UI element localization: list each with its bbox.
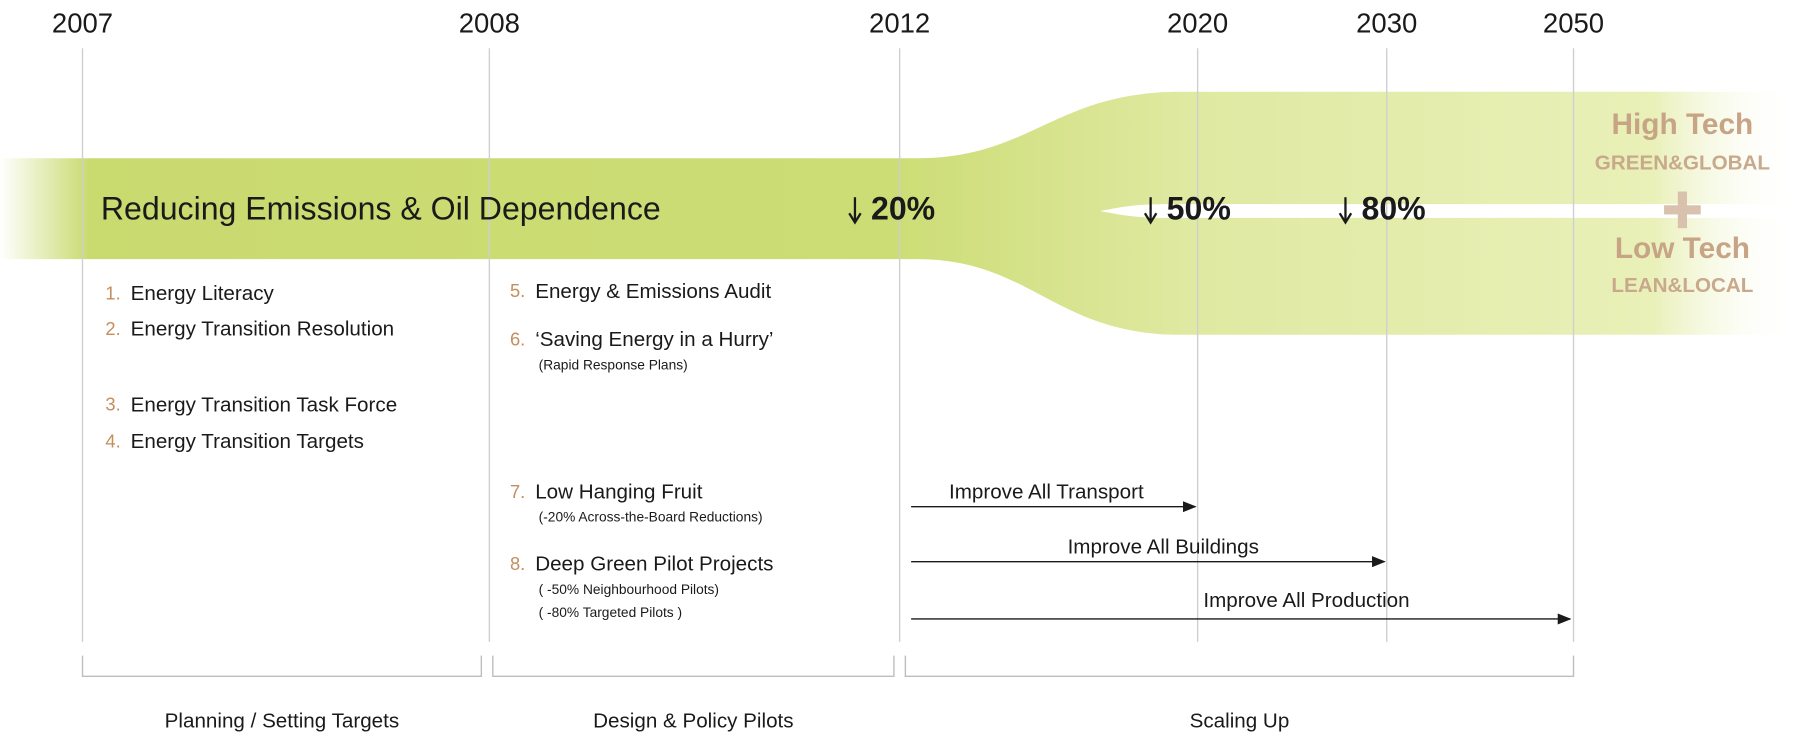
step-note: ( -80% Targeted Pilots ) [539,605,682,620]
step-label: Energy Transition Targets [131,430,364,453]
step-number: 2. [105,318,120,339]
arrow-label: Improve All Transport [949,480,1144,503]
target: 20% [871,190,935,226]
step-label: ‘Saving Energy in a Hurry’ [535,328,773,351]
year-label: 2050 [1543,8,1604,39]
step-number: 6. [510,328,525,349]
down-arrow-head [1338,212,1353,225]
step-note: ( -50% Neighbourhood Pilots) [539,582,719,597]
step-number: 3. [105,394,120,415]
step-note: (Rapid Response Plans) [539,357,688,372]
content: 2007 2008 2012 2020 2030 2050 Reducing Emissio… [52,8,1770,733]
arrow-label: Improve All Buildings [1068,535,1259,558]
step-label: Energy Literacy [131,282,275,305]
step-label: Energy Transition Task Force [131,393,398,416]
band-title: Reducing Emissions & Oil Dependence [101,190,661,226]
outcome-title: Low Tech [1615,232,1750,265]
step-number: 8. [510,553,525,574]
step-label: Deep Green Pilot Projects [535,553,773,576]
outcome-title: High Tech [1612,108,1754,141]
outcome-subtitle: LEAN&LOCAL [1611,274,1753,297]
year-label: 2007 [52,8,113,39]
plus-v [1677,191,1687,229]
step-label: Low Hanging Fruit [535,480,703,503]
year-label: 2030 [1356,8,1417,39]
phase-label: Planning / Setting Targets [165,710,400,733]
down-arrow-head [1143,212,1158,225]
phase-bracket [492,655,895,677]
phase-label: Scaling Up [1190,710,1290,733]
year-label: 2012 [869,8,930,39]
arrow-label: Improve All Production [1203,589,1409,612]
phase-bracket [904,655,1575,677]
step-label: Energy Transition Resolution [131,318,394,341]
step-number: 1. [105,282,120,303]
step-note: (-20% Across-the-Board Reductions) [539,510,763,525]
step-number: 5. [510,280,525,301]
down-arrow-head [848,212,862,225]
outcome-subtitle: GREEN&GLOBAL [1595,151,1770,174]
year-label: 2008 [459,8,520,39]
step-label: Energy & Emissions Audit [535,280,771,303]
year-label: 2020 [1167,8,1228,39]
target: 80% [1362,190,1426,226]
emissions-band [0,91,1797,335]
phase-bracket [81,655,483,677]
step-number: 7. [510,481,525,502]
target: 50% [1167,190,1231,226]
step-number: 4. [105,430,120,451]
phase-label: Design & Policy Pilots [593,710,793,733]
band-split [1100,204,1797,218]
